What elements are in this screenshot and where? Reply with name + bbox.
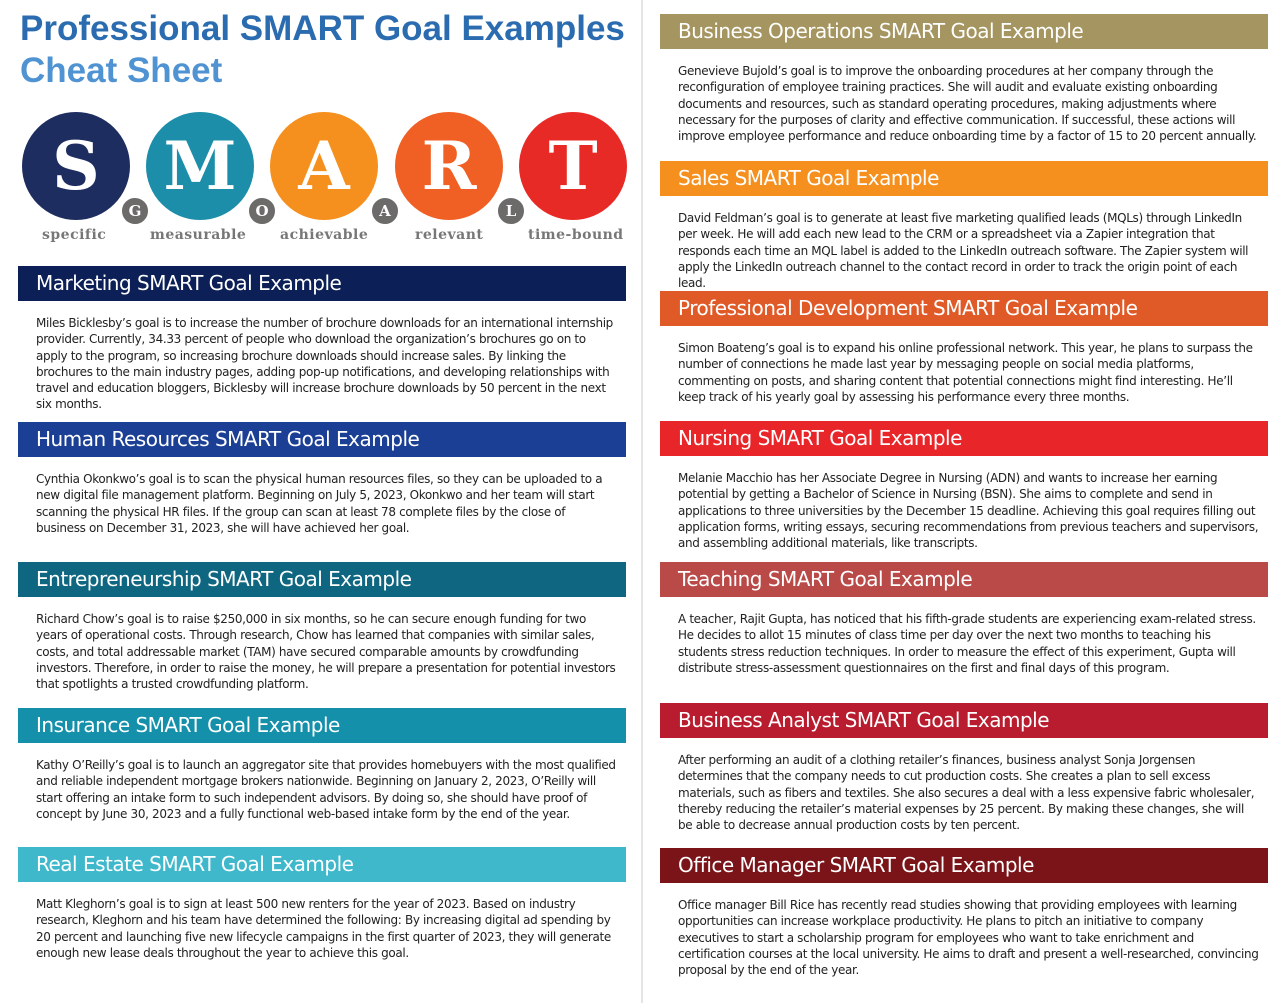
goal-example-section: Business Operations SMART Goal Example Ge… <box>660 14 1268 144</box>
section-text: Genevieve Bujold’s goal is to improve th… <box>678 64 1257 144</box>
title-line-1: Professional SMART Goal Examples <box>20 9 625 48</box>
goal-example-section: Teaching SMART Goal Example A teacher, Ra… <box>660 562 1268 676</box>
section-text: David Feldman’s goal is to generate at l… <box>678 211 1249 291</box>
smart-word: relevant <box>415 227 484 243</box>
section-header: Nursing SMART Goal Example <box>660 421 1268 456</box>
section-header: Office Manager SMART Goal Example <box>660 848 1268 883</box>
column-divider <box>641 0 643 1003</box>
goal-example-section: Nursing SMART Goal Example Melanie Macchi… <box>660 421 1268 551</box>
section-text: Richard Chow’s goal is to raise $250,000… <box>36 612 616 692</box>
goal-example-section: Insurance SMART Goal Example Kathy O’Reil… <box>18 708 626 822</box>
section-text: After performing an audit of a clothing … <box>678 753 1255 833</box>
section-header: Sales SMART Goal Example <box>660 161 1268 196</box>
section-header: Real Estate SMART Goal Example <box>18 847 626 882</box>
section-text: Simon Boateng’s goal is to expand his on… <box>678 341 1253 404</box>
section-text: Miles Bicklesby’s goal is to increase th… <box>36 316 613 412</box>
smart-word: time-bound <box>528 227 624 243</box>
section-header: Business Operations SMART Goal Example <box>660 14 1268 49</box>
section-text: Kathy O’Reilly’s goal is to launch an ag… <box>36 758 616 821</box>
goal-letter-circle: G <box>120 196 150 226</box>
goal-example-section: Real Estate SMART Goal Example Matt Klegh… <box>18 847 626 961</box>
section-text: Melanie Macchio has her Associate Degree… <box>678 471 1259 551</box>
section-text: Cynthia Okonkwo’s goal is to scan the ph… <box>36 472 603 535</box>
smart-circle-a: A <box>270 112 378 220</box>
goal-letter-circle: L <box>496 196 526 226</box>
goal-example-section: Entrepreneurship SMART Goal Example Richa… <box>18 562 626 692</box>
smart-circle-s: S <box>22 112 130 220</box>
smart-circle-r: R <box>395 112 503 220</box>
section-header: Teaching SMART Goal Example <box>660 562 1268 597</box>
goal-example-section: Office Manager SMART Goal Example Office … <box>660 848 1268 978</box>
section-header: Professional Development SMART Goal Exam… <box>660 291 1268 326</box>
section-header: Insurance SMART Goal Example <box>18 708 626 743</box>
goal-example-section: Business Analyst SMART Goal Example After… <box>660 703 1268 833</box>
section-header: Business Analyst SMART Goal Example <box>660 703 1268 738</box>
goal-example-section: Marketing SMART Goal Example Miles Bickle… <box>18 266 626 413</box>
smart-word: specific <box>42 227 107 243</box>
smart-circle-t: T <box>519 112 627 220</box>
section-header: Marketing SMART Goal Example <box>18 266 626 301</box>
goal-example-section: Sales SMART Goal Example David Feldman’s … <box>660 161 1268 291</box>
section-text: Matt Kleghorn’s goal is to sign at least… <box>36 897 611 960</box>
section-header: Human Resources SMART Goal Example <box>18 422 626 457</box>
goal-letter-circle: O <box>247 196 277 226</box>
smart-circle-m: M <box>146 112 254 220</box>
smart-word: achievable <box>280 227 369 243</box>
section-header: Entrepreneurship SMART Goal Example <box>18 562 626 597</box>
goal-example-section: Professional Development SMART Goal Exam… <box>660 291 1268 405</box>
section-text: A teacher, Rajit Gupta, has noticed that… <box>678 612 1256 675</box>
goal-letter-circle: A <box>370 196 400 226</box>
goal-example-section: Human Resources SMART Goal Example Cynthi… <box>18 422 626 536</box>
title-line-2: Cheat Sheet <box>20 51 223 90</box>
section-text: Office manager Bill Rice has recently re… <box>678 898 1259 978</box>
page-title: Professional SMART Goal Examples Cheat S… <box>20 8 625 92</box>
smart-word: measurable <box>150 227 247 243</box>
